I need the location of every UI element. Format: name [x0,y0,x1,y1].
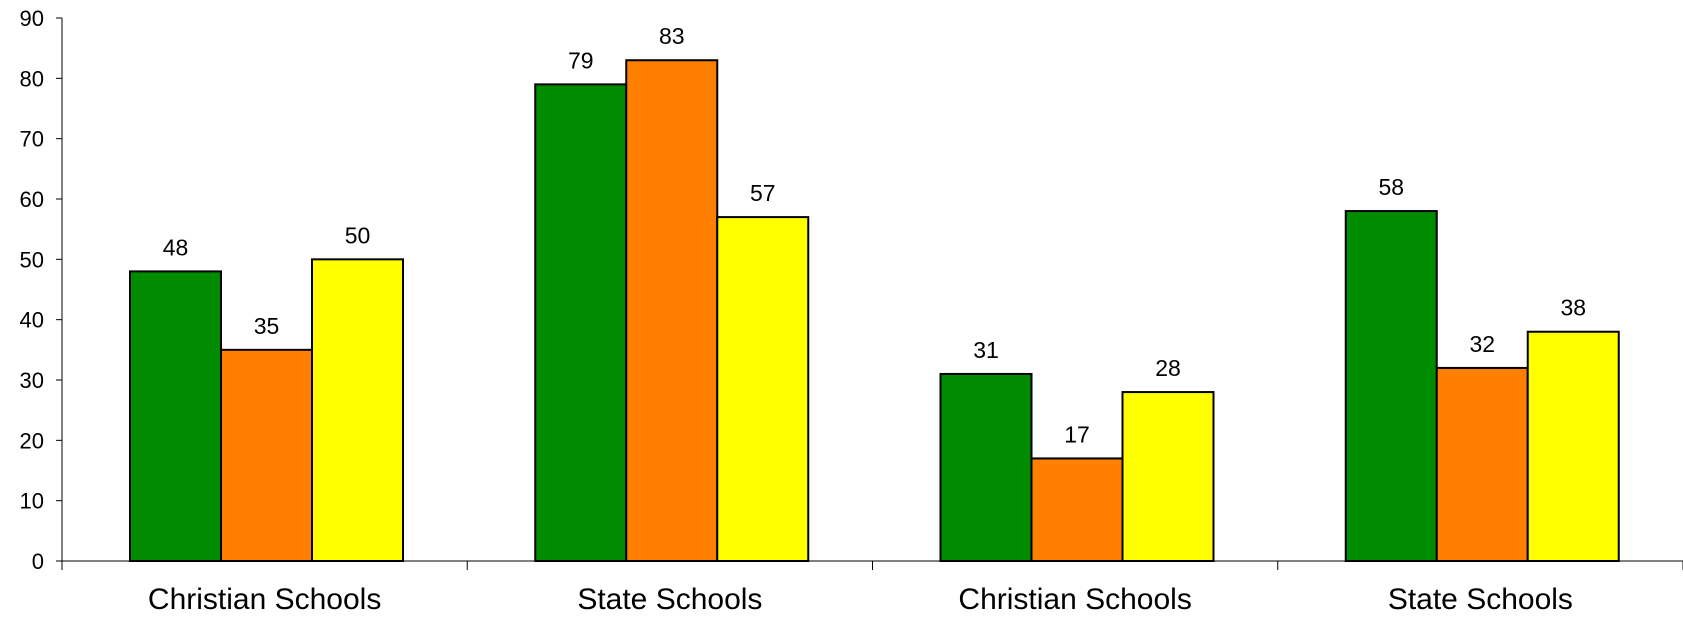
x-category-label: State Schools [577,583,762,616]
y-tick-label: 30 [20,368,44,393]
y-tick-label: 40 [20,308,44,333]
bar-value-label: 28 [1155,355,1181,381]
y-tick-label: 50 [20,247,44,272]
bar [625,59,719,562]
bar-value-label: 17 [1064,421,1090,447]
bars [129,59,1620,563]
bar [1030,457,1124,562]
bar [220,348,313,563]
bar-value-label: 57 [750,180,776,206]
y-tick-label: 20 [20,428,44,453]
bar [1526,330,1620,562]
bar [939,372,1033,563]
bar [1435,366,1529,562]
bar [311,258,404,562]
bar-value-label: 32 [1469,331,1495,357]
bar [1344,210,1438,562]
bar [534,83,628,562]
bar-value-label: 58 [1378,174,1404,200]
y-tick-label: 10 [20,489,44,514]
bar [1121,391,1215,563]
x-category-label: Christian Schools [958,583,1191,616]
y-axis: 0 10 20 30 40 50 60 70 80 90 [20,6,63,574]
bar-value-label: 48 [163,234,189,260]
bar [129,270,222,562]
y-tick-label: 90 [20,6,44,31]
y-tick-label: 0 [32,549,44,574]
bar-value-label: 31 [973,337,999,363]
bar-value-label: 38 [1560,295,1586,321]
y-tick-label: 80 [20,66,44,91]
x-category-label: Christian Schools [148,583,381,616]
y-tick-label: 60 [20,187,44,212]
bar [716,216,810,562]
data-labels: 48 35 50 79 83 57 31 17 28 58 32 38 [163,23,1586,447]
bar-value-label: 79 [568,47,594,73]
x-category-label: State Schools [1388,583,1573,616]
y-tick-label: 70 [20,127,44,152]
category-labels: Christian Schools State Schools Christian … [148,583,1573,616]
x-axis [61,560,1683,570]
bar-value-label: 83 [659,23,685,49]
bar-value-label: 35 [254,313,280,339]
bar-value-label: 50 [345,222,371,248]
